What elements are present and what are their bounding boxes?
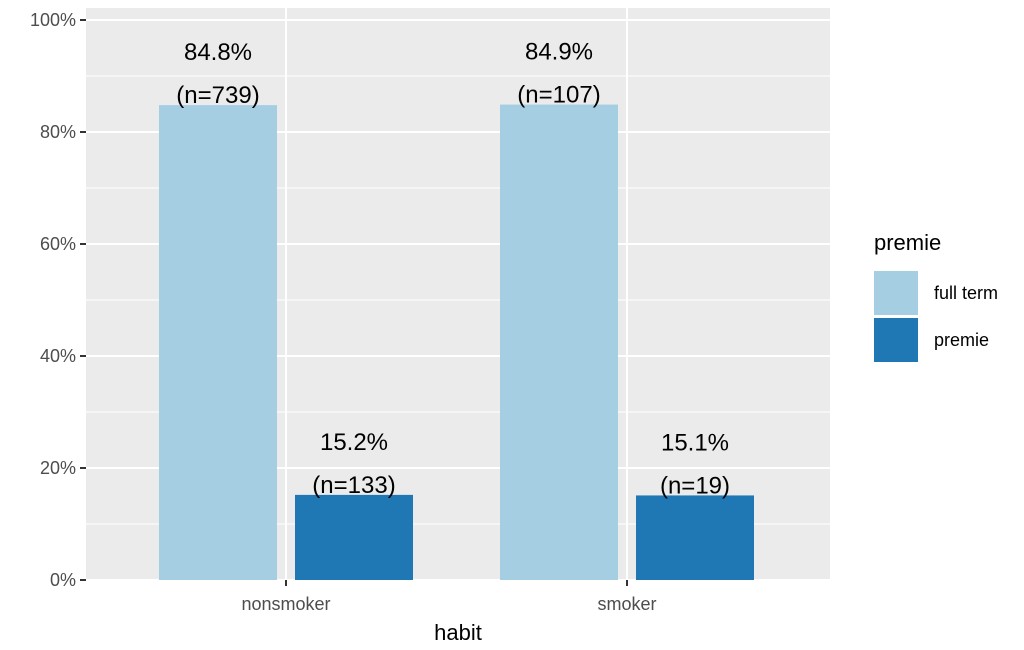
- legend-key-full-term: [874, 271, 918, 315]
- bar-n-label: (n=133): [312, 472, 395, 499]
- bar-n-label: (n=19): [660, 472, 730, 499]
- bar-full-term-smoker: [500, 104, 618, 580]
- y-tick-label: 80%: [40, 122, 76, 142]
- bar-pct-label: 15.2%: [320, 429, 388, 456]
- y-tick-label: 0%: [50, 570, 76, 590]
- bar-premie-smoker: [636, 495, 754, 580]
- bars: [159, 104, 754, 581]
- y-tick-label: 40%: [40, 346, 76, 366]
- x-axis: nonsmoker smoker: [241, 580, 657, 614]
- bar-n-label: (n=739): [176, 82, 259, 109]
- y-tick-label: 100%: [30, 10, 76, 30]
- bar-pct-label: 84.9%: [525, 39, 593, 66]
- y-axis: 0% 20% 40% 60% 80% 100%: [30, 10, 86, 590]
- y-tick-label: 60%: [40, 234, 76, 254]
- bar-premie-nonsmoker: [295, 494, 413, 580]
- x-tick-label: smoker: [597, 594, 656, 614]
- x-axis-title: habit: [434, 620, 482, 645]
- legend-label: premie: [934, 330, 989, 350]
- y-tick-label: 20%: [40, 458, 76, 478]
- legend-label: full term: [934, 283, 998, 303]
- x-tick-label: nonsmoker: [241, 594, 330, 614]
- bar-pct-label: 84.8%: [184, 39, 252, 66]
- bar-pct-label: 15.1%: [661, 429, 729, 456]
- legend-items: full term premie: [874, 271, 998, 362]
- legend-key-premie: [874, 318, 918, 362]
- bar-labels: 84.8% (n=739) 15.2% (n=133) 84.9% (n=107) 15.1…: [176, 39, 730, 500]
- bar-full-term-nonsmoker: [159, 105, 277, 581]
- legend-title: premie: [874, 230, 941, 255]
- bar-n-label: (n=107): [517, 82, 600, 109]
- legend: premie full term premie: [874, 230, 998, 362]
